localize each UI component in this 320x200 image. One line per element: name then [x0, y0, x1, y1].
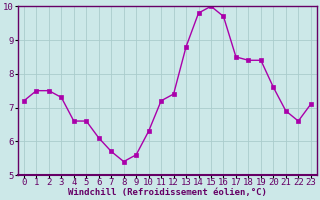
X-axis label: Windchill (Refroidissement éolien,°C): Windchill (Refroidissement éolien,°C) — [68, 188, 267, 197]
